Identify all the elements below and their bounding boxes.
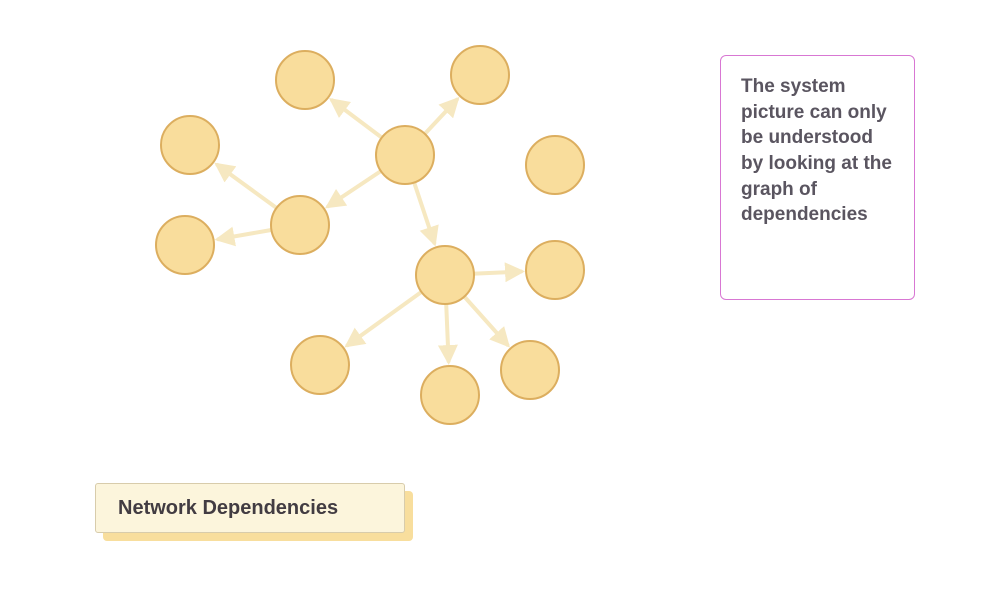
network-node	[375, 125, 435, 185]
network-node	[500, 340, 560, 400]
network-edge	[348, 293, 421, 346]
network-node	[450, 45, 510, 105]
network-edge	[465, 297, 507, 344]
explanation-callout: The system picture can only be understoo…	[720, 55, 915, 300]
network-node	[525, 135, 585, 195]
title-label-text: Network Dependencies	[118, 497, 338, 520]
network-edge	[217, 165, 275, 207]
network-edge	[218, 230, 270, 239]
network-node	[155, 215, 215, 275]
network-node	[415, 245, 475, 305]
network-node	[270, 195, 330, 255]
diagram-stage: The system picture can only be understoo…	[0, 0, 1000, 600]
network-node	[160, 115, 220, 175]
network-node	[420, 365, 480, 425]
network-edge	[328, 172, 380, 206]
network-node	[275, 50, 335, 110]
network-edge	[475, 272, 521, 274]
callout-text: The system picture can only be understoo…	[741, 76, 892, 225]
network-node	[290, 335, 350, 395]
network-edge	[332, 100, 381, 137]
network-edge	[446, 305, 448, 361]
network-node	[525, 240, 585, 300]
network-edge	[414, 183, 434, 242]
network-edge	[426, 100, 457, 133]
title-label: Network Dependencies	[95, 483, 405, 533]
